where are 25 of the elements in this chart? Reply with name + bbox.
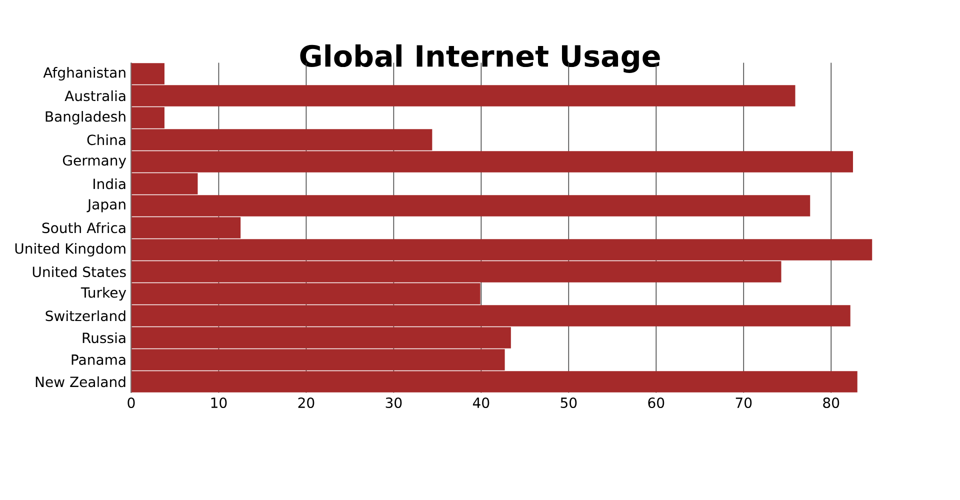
y-tick-label: Panama: [72, 354, 126, 365]
chart-title: Global Internet Usage: [300, 44, 660, 73]
y-tick-label: Bangladesh: [46, 110, 126, 125]
y-tick-label: Japan: [86, 199, 126, 212]
x-tick-label: 50: [560, 397, 577, 408]
x-tick-label: 70: [736, 397, 752, 408]
x-tick-label: 20: [298, 397, 314, 408]
y-tick-label: India: [94, 178, 126, 190]
y-tick-label: Australia: [64, 90, 126, 102]
y-tick-label: Afghanistan: [43, 66, 126, 81]
y-tick-label: New Zealand: [36, 376, 126, 388]
y-tick-label: China: [87, 134, 126, 146]
y-tick-label: Turkey: [80, 286, 126, 301]
x-tick-label: 30: [386, 397, 402, 408]
x-tick-label: 0: [128, 397, 135, 408]
y-tick-label: Germany: [62, 155, 126, 168]
y-tick-label: United Kingdom: [15, 242, 126, 257]
y-tick-label: Russia: [82, 332, 126, 344]
x-tick-label: 60: [648, 397, 664, 408]
y-tick-label: Switzerland: [46, 310, 126, 322]
x-tick-label: 80: [823, 397, 840, 408]
y-tick-label: United States: [32, 266, 126, 278]
x-tick-label: 10: [211, 397, 227, 408]
x-tick-label: 40: [472, 397, 490, 408]
y-tick-label: South Africa: [42, 222, 126, 234]
